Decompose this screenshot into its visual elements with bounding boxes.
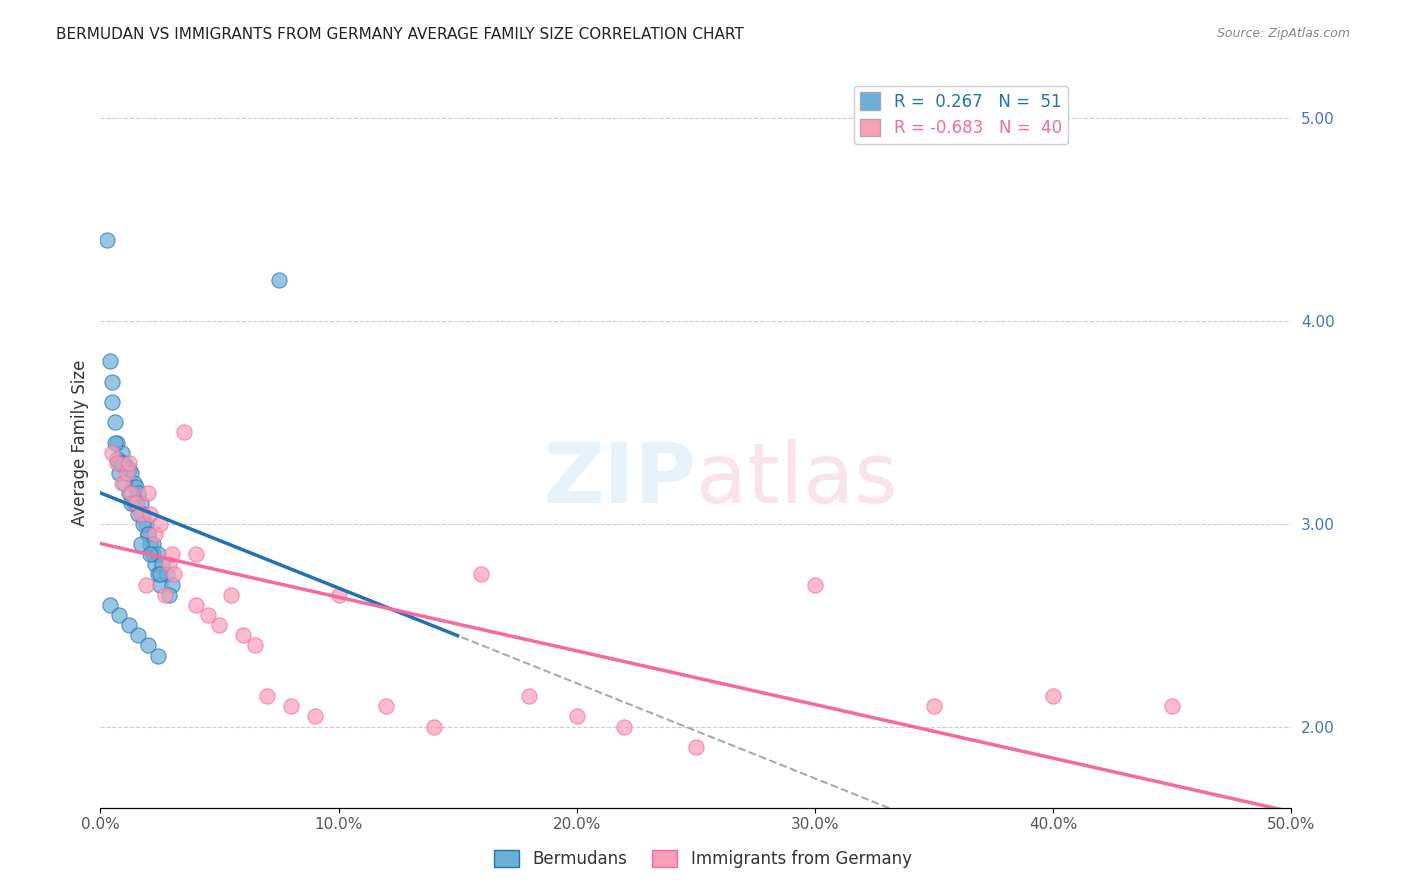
- Point: [160, 547, 183, 561]
- Point: [280, 699, 302, 714]
- Point: [115, 459, 138, 474]
- Y-axis label: Average Family Size: Average Family Size: [72, 359, 89, 525]
- Point: [129, 507, 152, 521]
- Point: [143, 558, 166, 572]
- Point: [685, 739, 707, 754]
- Point: [232, 628, 254, 642]
- Point: [135, 577, 157, 591]
- Point: [153, 588, 176, 602]
- Point: [157, 588, 180, 602]
- Point: [105, 451, 128, 466]
- Point: [150, 558, 173, 572]
- Point: [146, 547, 169, 561]
- Point: [156, 567, 179, 582]
- Point: [375, 699, 398, 714]
- Point: [132, 516, 155, 531]
- Point: [112, 456, 135, 470]
- Point: [173, 425, 195, 440]
- Point: [122, 496, 145, 510]
- Point: [157, 558, 180, 572]
- Point: [118, 456, 141, 470]
- Point: [184, 598, 207, 612]
- Point: [127, 628, 149, 642]
- Point: [101, 446, 124, 460]
- Point: [104, 415, 127, 429]
- Point: [120, 486, 142, 500]
- Point: [135, 516, 157, 531]
- Point: [118, 462, 141, 476]
- Point: [565, 709, 588, 723]
- Point: [139, 547, 162, 561]
- Point: [1161, 699, 1184, 714]
- Point: [96, 233, 118, 247]
- Point: [120, 496, 142, 510]
- Point: [120, 466, 142, 480]
- Point: [146, 567, 169, 582]
- Point: [129, 496, 152, 510]
- Point: [221, 588, 243, 602]
- Point: [127, 507, 149, 521]
- Point: [136, 526, 159, 541]
- Legend: Bermudans, Immigrants from Germany: Bermudans, Immigrants from Germany: [488, 843, 918, 875]
- Point: [101, 375, 124, 389]
- Point: [143, 526, 166, 541]
- Point: [98, 598, 121, 612]
- Point: [613, 720, 636, 734]
- Point: [125, 480, 148, 494]
- Point: [922, 699, 945, 714]
- Point: [163, 567, 186, 582]
- Point: [149, 516, 172, 531]
- Point: [267, 273, 290, 287]
- Point: [132, 507, 155, 521]
- Point: [142, 547, 165, 561]
- Point: [139, 537, 162, 551]
- Point: [125, 496, 148, 510]
- Point: [105, 435, 128, 450]
- Point: [118, 618, 141, 632]
- Text: ZIP: ZIP: [543, 439, 696, 519]
- Point: [136, 526, 159, 541]
- Point: [804, 577, 827, 591]
- Point: [108, 456, 131, 470]
- Point: [197, 607, 219, 622]
- Point: [208, 618, 231, 632]
- Point: [122, 476, 145, 491]
- Point: [101, 395, 124, 409]
- Point: [142, 537, 165, 551]
- Point: [1042, 689, 1064, 703]
- Point: [129, 537, 152, 551]
- Point: [118, 486, 141, 500]
- Point: [243, 639, 266, 653]
- Point: [423, 720, 446, 734]
- Point: [517, 689, 540, 703]
- Point: [105, 456, 128, 470]
- Point: [127, 486, 149, 500]
- Point: [256, 689, 278, 703]
- Point: [98, 354, 121, 368]
- Point: [139, 507, 162, 521]
- Point: [328, 588, 350, 602]
- Point: [108, 607, 131, 622]
- Legend: R =  0.267   N =  51, R = -0.683   N =  40: R = 0.267 N = 51, R = -0.683 N = 40: [853, 86, 1069, 144]
- Point: [146, 648, 169, 663]
- Point: [149, 577, 172, 591]
- Point: [104, 435, 127, 450]
- Point: [136, 486, 159, 500]
- Point: [304, 709, 326, 723]
- Point: [111, 456, 134, 470]
- Text: Source: ZipAtlas.com: Source: ZipAtlas.com: [1216, 27, 1350, 40]
- Text: BERMUDAN VS IMMIGRANTS FROM GERMANY AVERAGE FAMILY SIZE CORRELATION CHART: BERMUDAN VS IMMIGRANTS FROM GERMANY AVER…: [56, 27, 744, 42]
- Point: [111, 446, 134, 460]
- Point: [149, 567, 172, 582]
- Point: [184, 547, 207, 561]
- Point: [470, 567, 492, 582]
- Point: [111, 476, 134, 491]
- Point: [112, 476, 135, 491]
- Point: [115, 466, 138, 480]
- Point: [108, 466, 131, 480]
- Point: [136, 639, 159, 653]
- Point: [160, 577, 183, 591]
- Text: atlas: atlas: [696, 439, 897, 519]
